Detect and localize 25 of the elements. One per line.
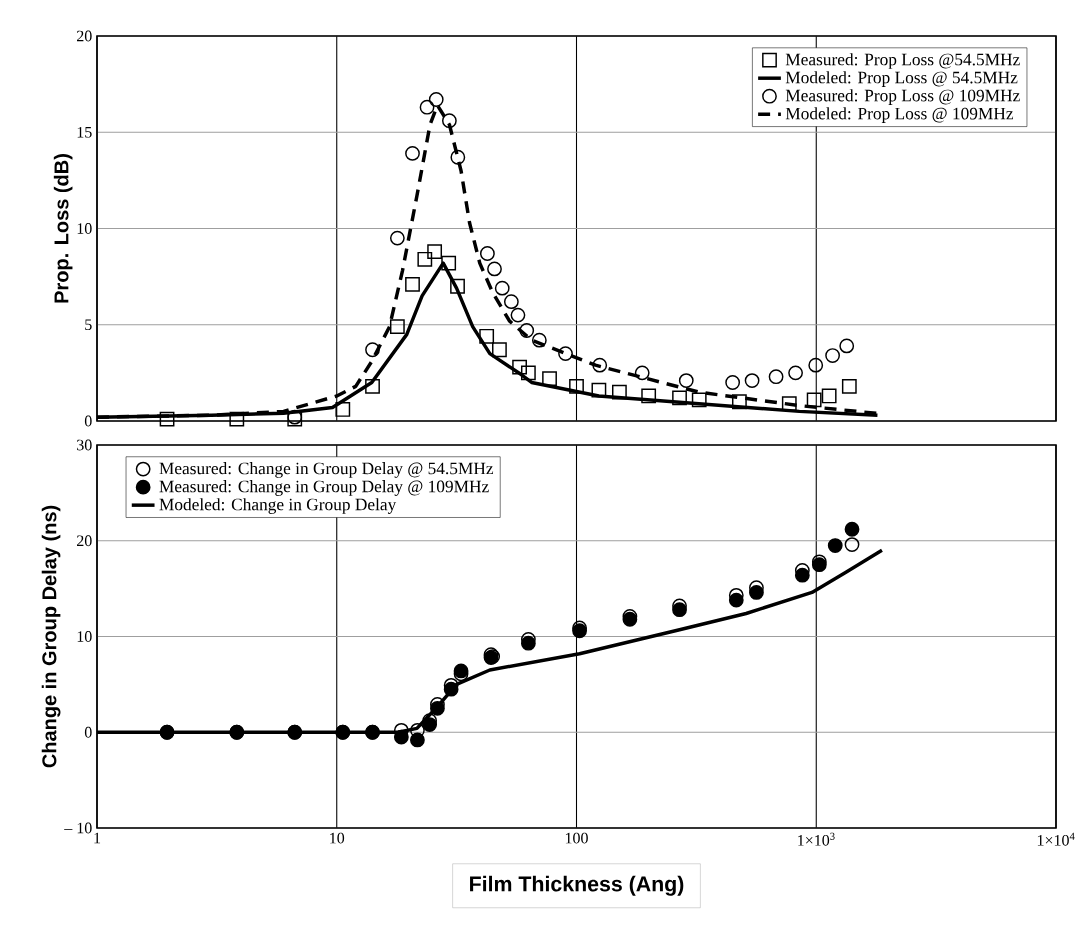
legend-label: Measured: Change in Group Delay @ 109MHz — [159, 480, 489, 496]
x-axis-title: Film Thickness (Ang) — [470, 875, 684, 896]
y-axis-title: Prop. Loss (dB) — [53, 154, 73, 303]
y-axis-title: Change in Group Delay (ns) — [41, 505, 61, 768]
y-tick-label: 20 — [77, 535, 92, 547]
x-tick-label: 1 — [94, 832, 101, 844]
y-tick-label: 5 — [85, 319, 92, 331]
legend-label: Modeled: Change in Group Delay — [159, 498, 397, 514]
y-tick-label: 10 — [77, 223, 92, 234]
legend-label: Measured: Prop Loss @54.5MHz — [785, 53, 1020, 69]
y-tick-label: 10 — [77, 631, 92, 642]
x-tick-label: 1×10$^{4}$ — [1037, 832, 1075, 846]
y-tick-label: 0 — [84, 415, 92, 427]
legend-label: Modeled: Prop Loss @ 109MHz — [785, 107, 1014, 123]
legend-label: Modeled: Prop Loss @ 54.5MHz — [785, 71, 1018, 87]
y-tick-label: 15 — [77, 126, 92, 138]
legend-label: Measured: Change in Group Delay @ 54.5MHz — [159, 462, 494, 478]
y-tick-label: 20 — [77, 30, 92, 42]
x-tick-label: 100 — [565, 832, 588, 844]
x-tick-label: 10 — [330, 832, 345, 844]
y-tick-label: 30 — [77, 439, 92, 451]
y-tick-label: – 10 — [64, 822, 92, 834]
y-tick-label: 0 — [84, 726, 92, 738]
legend-label: Measured: Prop Loss @ 109MHz — [785, 89, 1020, 105]
x-tick-label: 1×10$^{3}$ — [798, 832, 835, 846]
